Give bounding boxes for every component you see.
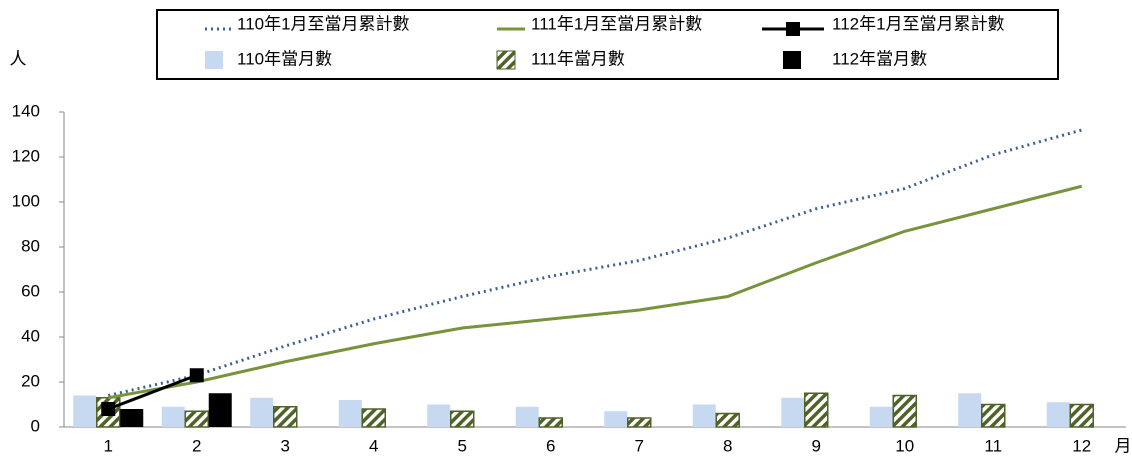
- legend-symbol: [783, 51, 801, 69]
- bar: [450, 410, 475, 428]
- bar: [958, 393, 982, 427]
- x-tick-label: 7: [635, 436, 644, 455]
- bar: [515, 406, 539, 427]
- x-tick-label: 10: [895, 436, 914, 455]
- x-tick-label: 9: [812, 436, 821, 455]
- x-tick-label: 5: [458, 436, 467, 455]
- bar: [427, 404, 451, 427]
- bar: [538, 417, 563, 428]
- legend-label: 111年1月至當月累計數: [531, 14, 702, 33]
- legend-label: 110年當月數: [237, 49, 332, 68]
- legend-symbol: [496, 50, 516, 70]
- bar: [715, 412, 740, 428]
- x-tick-label: 2: [192, 436, 201, 455]
- legend-label: 112年當月數: [832, 49, 927, 68]
- marker: [101, 402, 116, 416]
- x-axis-label: 月: [1115, 436, 1132, 455]
- y-tick-label: 40: [21, 326, 40, 345]
- bar: [604, 411, 628, 427]
- y-tick-label: 120: [12, 146, 40, 165]
- y-axis-label: 人: [10, 49, 27, 68]
- bar: [692, 404, 716, 427]
- bar: [892, 394, 917, 428]
- line: [107, 184, 1083, 400]
- y-tick-label: 0: [31, 416, 40, 435]
- bar: [161, 406, 185, 427]
- legend-label: 110年1月至當月累計數: [237, 14, 410, 33]
- bar: [273, 406, 298, 428]
- bar: [804, 392, 829, 428]
- bar: [781, 397, 805, 427]
- x-tick-label: 12: [1072, 436, 1091, 455]
- bar: [250, 397, 274, 427]
- y-tick-label: 20: [21, 371, 40, 390]
- bar: [120, 409, 144, 427]
- line: [107, 128, 1083, 397]
- bar: [869, 406, 893, 427]
- bar: [338, 400, 362, 427]
- bar: [361, 408, 386, 428]
- x-tick-label: 1: [104, 436, 113, 455]
- y-tick-label: 100: [12, 191, 40, 210]
- bar: [627, 417, 652, 428]
- bar: [1069, 403, 1094, 428]
- marker: [189, 368, 204, 383]
- x-tick-label: 6: [546, 436, 555, 455]
- bar: [208, 393, 232, 427]
- legend-symbol: [786, 22, 800, 36]
- line: [107, 373, 198, 411]
- y-tick-label: 80: [21, 236, 40, 255]
- legend-label: 112年1月至當月累計數: [832, 14, 1005, 33]
- legend-symbol: [205, 51, 223, 69]
- bar: [184, 410, 209, 428]
- bar: [73, 395, 97, 427]
- y-tick-label: 60: [21, 281, 40, 300]
- x-tick-label: 8: [723, 436, 732, 455]
- y-tick-label: 140: [12, 101, 40, 120]
- bar: [981, 403, 1006, 428]
- legend-label: 111年當月數: [531, 49, 625, 68]
- x-tick-label: 11: [984, 436, 1002, 455]
- bar: [1046, 402, 1070, 427]
- x-tick-label: 3: [281, 436, 290, 455]
- x-tick-label: 4: [369, 436, 378, 455]
- legend-box: [156, 9, 1059, 80]
